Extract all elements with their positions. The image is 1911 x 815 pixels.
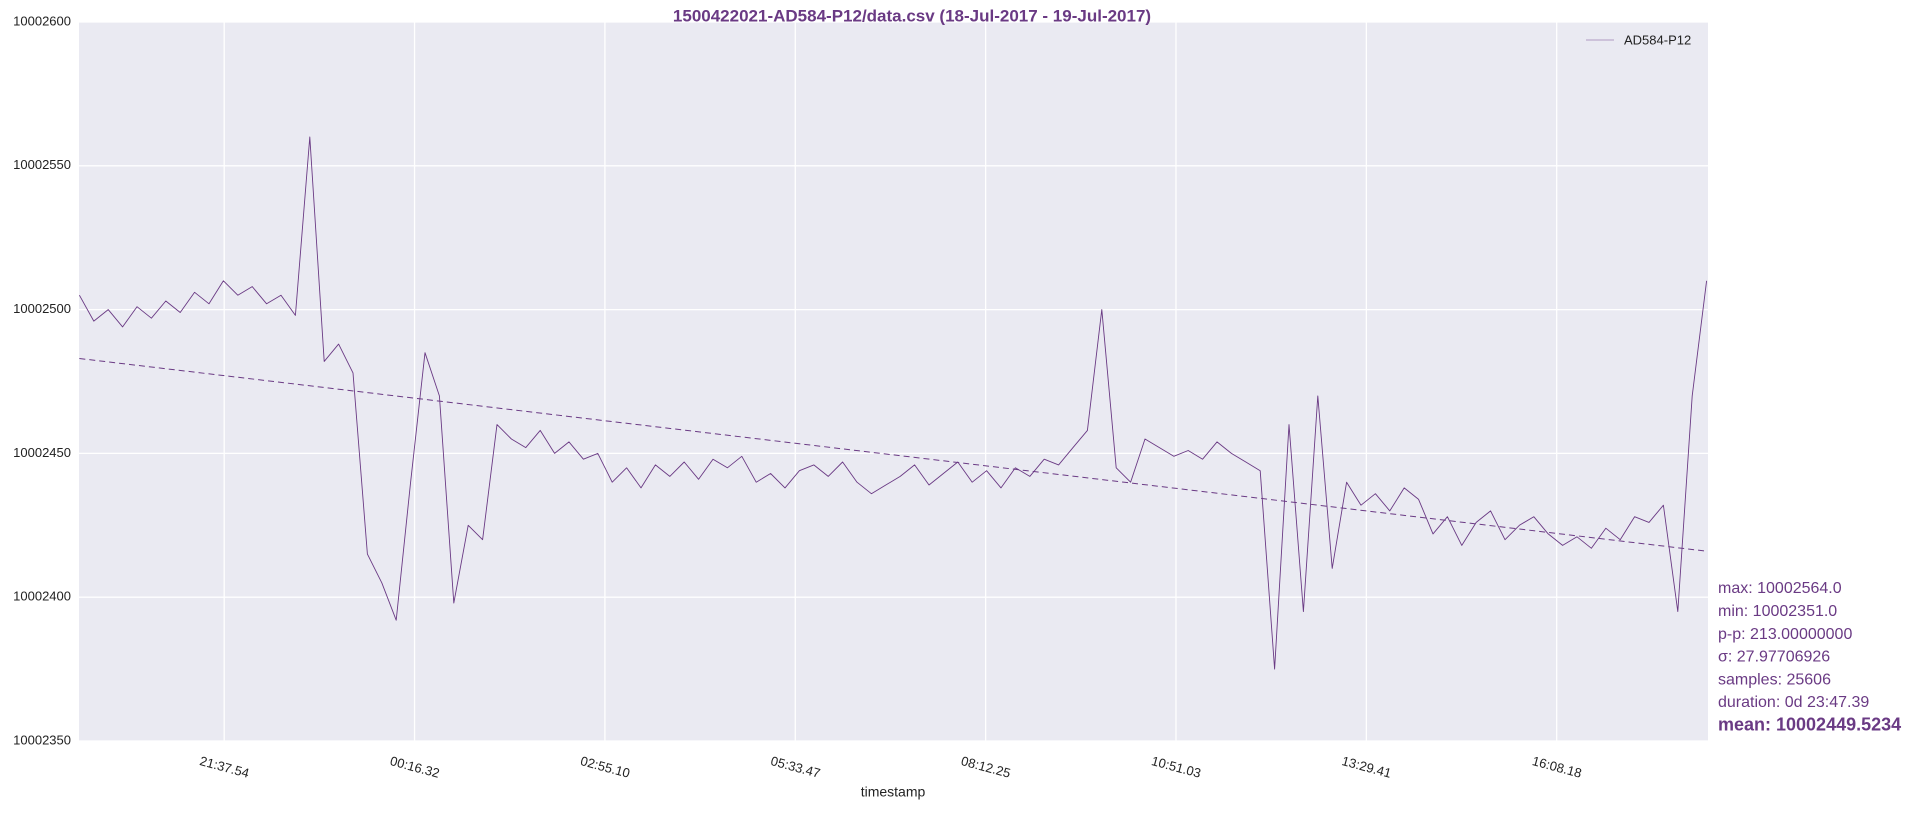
y-tick-label: 10002600 [13, 13, 71, 28]
stat-text: p-p: 213.00000000 [1718, 626, 1852, 643]
chart-title: 1500422021-AD584-P12/data.csv (18-Jul-20… [673, 6, 1151, 25]
y-tick-label: 10002400 [13, 589, 71, 604]
y-tick-label: 10002550 [13, 157, 71, 172]
y-tick-label: 10002500 [13, 301, 71, 316]
x-tick-label: 21:37.54 [198, 753, 251, 781]
x-tick-label: 00:16.32 [388, 753, 441, 781]
x-tick-label: 13:29.41 [1340, 753, 1393, 781]
x-tick-label: 10:51.03 [1150, 753, 1203, 781]
stat-text: duration: 0d 23:47.39 [1718, 694, 1869, 711]
plot-area [79, 22, 1708, 741]
trend-line [79, 357, 1707, 552]
x-tick-label: 08:12.25 [960, 753, 1013, 781]
x-tick-label: 16:08.18 [1531, 753, 1584, 781]
stat-text: min: 10002351.0 [1718, 603, 1837, 620]
stat-text: max: 10002564.0 [1718, 580, 1842, 597]
x-tick-label: 05:33.47 [769, 753, 822, 781]
x-tick-label: 02:55.10 [579, 753, 632, 781]
stat-text: mean: 10002449.5234 [1718, 715, 1901, 735]
x-axis-label: timestamp [861, 784, 926, 800]
stat-text: σ: 27.97706926 [1718, 649, 1830, 666]
legend-label: AD584-P12 [1624, 32, 1691, 47]
data-line [79, 136, 1708, 670]
y-tick-label: 10002350 [13, 732, 71, 747]
y-tick-label: 10002450 [13, 445, 71, 460]
stat-text: samples: 25606 [1718, 671, 1831, 688]
